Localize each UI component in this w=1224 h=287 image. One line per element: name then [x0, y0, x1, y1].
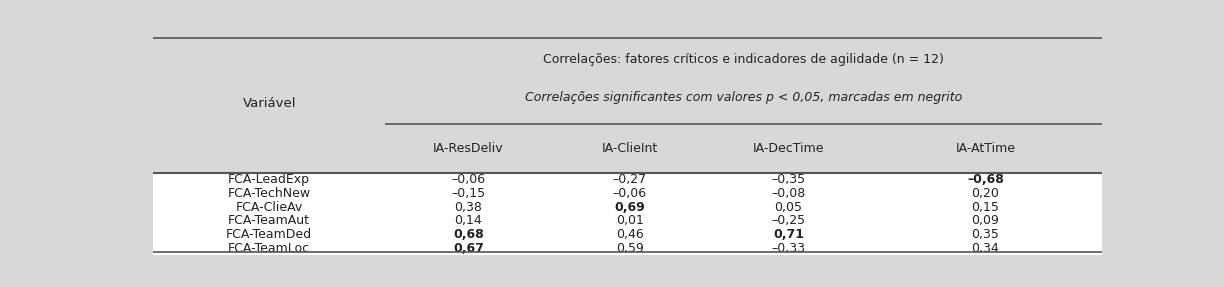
Bar	[153, 172, 1102, 255]
Text: –0,25: –0,25	[771, 214, 805, 227]
Text: –0,33: –0,33	[771, 242, 805, 255]
Text: 0,35: 0,35	[972, 228, 999, 241]
Text: –0,06: –0,06	[612, 187, 646, 200]
Text: 0,14: 0,14	[454, 214, 482, 227]
Text: –0,06: –0,06	[452, 173, 486, 186]
Text: FCA-TeamAut: FCA-TeamAut	[228, 214, 310, 227]
Text: –0,68: –0,68	[967, 173, 1004, 186]
Text: 0,09: 0,09	[972, 214, 999, 227]
Text: FCA-LeadExp: FCA-LeadExp	[228, 173, 310, 186]
Text: –0,27: –0,27	[612, 173, 646, 186]
Text: IA-DecTime: IA-DecTime	[753, 142, 824, 155]
Text: 0,38: 0,38	[454, 201, 482, 214]
Text: FCA-ClieAv: FCA-ClieAv	[235, 201, 302, 214]
Text: –0,08: –0,08	[771, 187, 805, 200]
Text: 0,46: 0,46	[616, 228, 644, 241]
Text: Variável: Variável	[242, 97, 296, 110]
Text: 0,69: 0,69	[614, 201, 645, 214]
Text: FCA-TeamDed: FCA-TeamDed	[226, 228, 312, 241]
Text: –0,15: –0,15	[452, 187, 486, 200]
Text: 0,01: 0,01	[616, 214, 644, 227]
Text: IA-ClieInt: IA-ClieInt	[601, 142, 657, 155]
Text: 0,68: 0,68	[453, 228, 483, 241]
Text: FCA-TechNew: FCA-TechNew	[228, 187, 311, 200]
Text: IA-ResDeliv: IA-ResDeliv	[433, 142, 504, 155]
Text: 0,05: 0,05	[775, 201, 803, 214]
Text: Correlações significantes com valores p < 0,05, marcadas em negrito: Correlações significantes com valores p …	[525, 91, 962, 104]
Text: –0,35: –0,35	[771, 173, 805, 186]
Text: FCA-TeamLoc: FCA-TeamLoc	[228, 242, 310, 255]
Text: 0,67: 0,67	[453, 242, 483, 255]
Text: 0,20: 0,20	[972, 187, 999, 200]
Text: IA-AtTime: IA-AtTime	[956, 142, 1016, 155]
Text: 0,71: 0,71	[774, 228, 804, 241]
Text: 0,15: 0,15	[972, 201, 999, 214]
Text: 0,59: 0,59	[616, 242, 644, 255]
Text: 0,34: 0,34	[972, 242, 999, 255]
Text: Correlações: fatores críticos e indicadores de agilidade (n = 12): Correlações: fatores críticos e indicado…	[543, 53, 944, 66]
